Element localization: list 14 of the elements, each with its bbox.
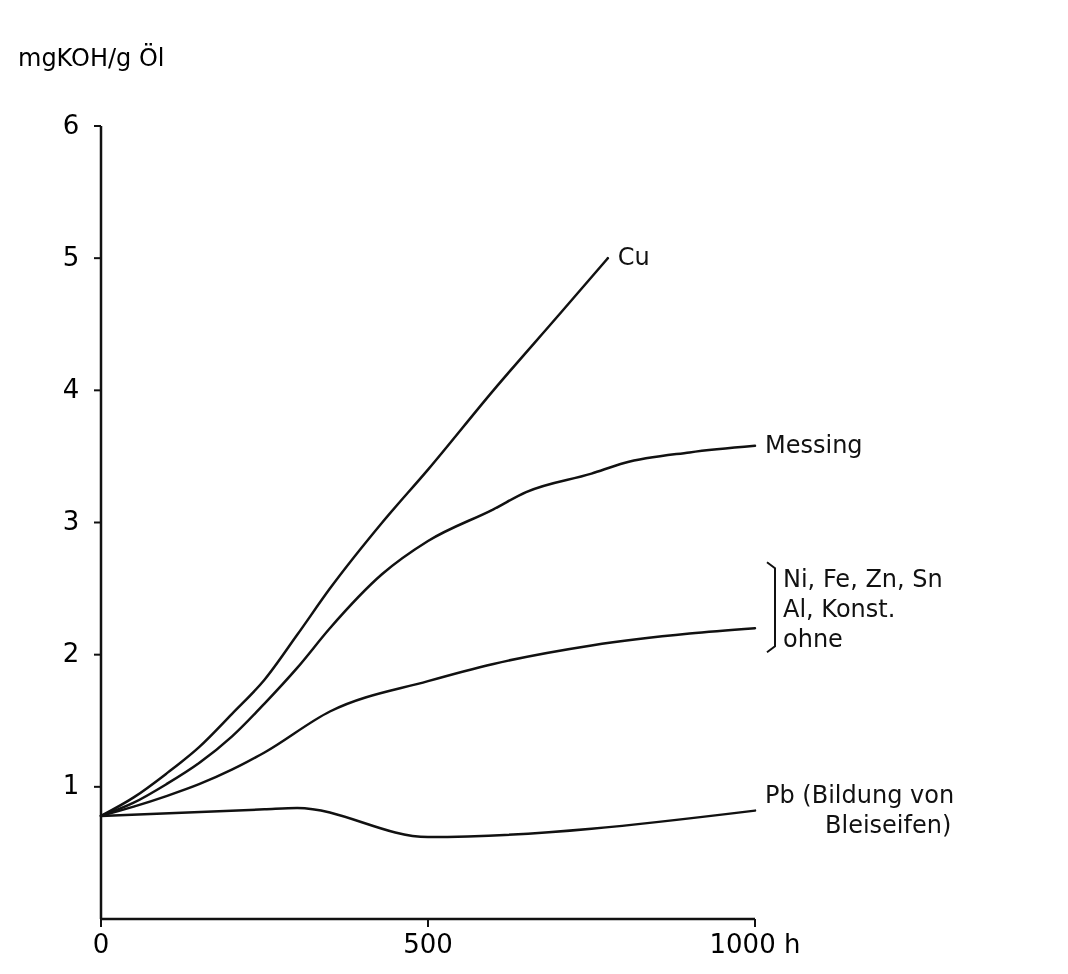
series-label: Cu	[617, 243, 650, 272]
y-tick-label: 2	[62, 638, 80, 669]
x-tick-label: 1000 h	[709, 929, 801, 959]
series-label: Messing	[765, 430, 863, 459]
y-tick-label: 1	[62, 770, 80, 801]
y-tick-label: 4	[62, 373, 80, 404]
x-tick-label: 0	[92, 929, 110, 959]
series-label: Ni, Fe, Zn, Sn Al, Konst. ohne	[783, 565, 943, 654]
y-tick-label: 6	[62, 109, 80, 140]
y-tick-label: 5	[62, 241, 80, 272]
x-tick-label: 500	[403, 929, 453, 959]
series-label: Pb (Bildung von Bleiseifen)	[765, 780, 955, 839]
y-tick-label: 3	[62, 506, 80, 536]
y-axis-title: mgKOH/g Öl	[18, 43, 165, 72]
